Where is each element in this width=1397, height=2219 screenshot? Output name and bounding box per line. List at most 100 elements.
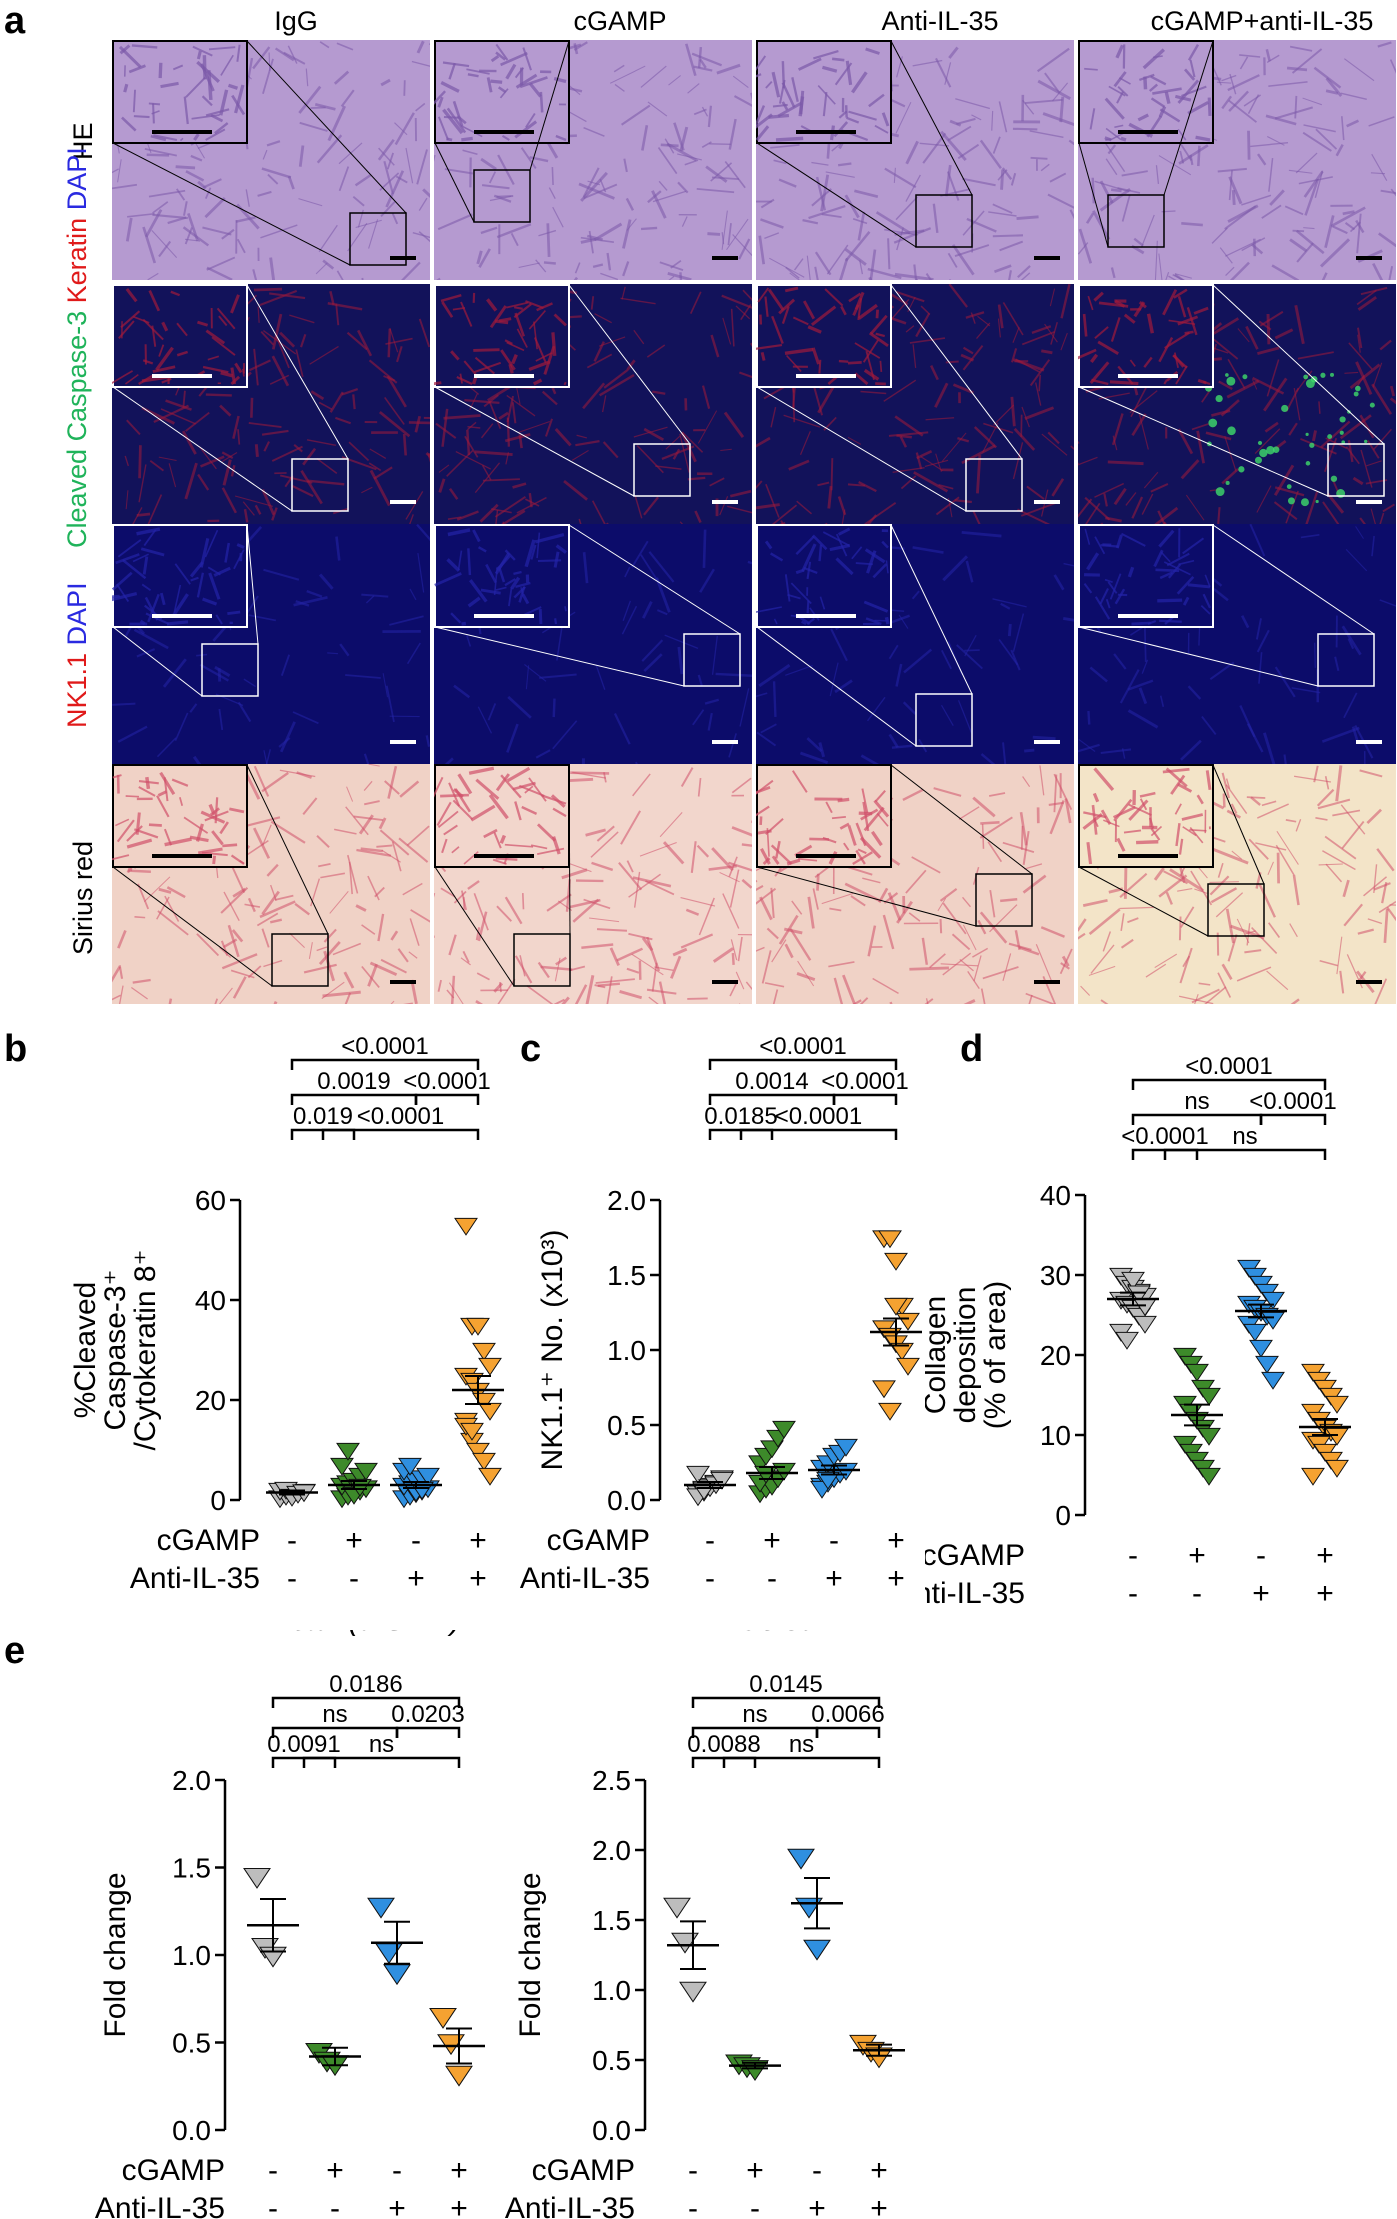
y-axis-label: Fold change [514, 1872, 547, 2037]
treatment-sign: + [887, 1524, 905, 1557]
treatment-row-label: Anti-IL-35 [520, 1562, 650, 1595]
data-point [383, 1964, 411, 1986]
row-label-nk11: NK1.1 DAPI [62, 582, 93, 728]
data-point [375, 1943, 403, 1965]
p-value-label: <0.0001 [1121, 1123, 1208, 1150]
label-nk11: NK1.1 [62, 652, 92, 728]
treatment-sign: + [345, 1524, 363, 1557]
y-tick-label: 2.0 [592, 1835, 631, 1866]
p-value-label: <0.0001 [1249, 1088, 1336, 1115]
treatment-sign: - [705, 1562, 715, 1595]
data-point [437, 2034, 465, 2056]
y-axis-label: Collagen [925, 1296, 952, 1414]
treatment-sign: - [349, 1562, 359, 1595]
micrograph-he-anti-il35 [756, 40, 1078, 280]
data-point [803, 1939, 831, 1961]
data-point [478, 1402, 502, 1421]
data-point [834, 1462, 858, 1481]
data-point [663, 1897, 691, 1919]
panel-letter-c: c [520, 1028, 542, 1070]
treatment-sign: + [1316, 1577, 1334, 1610]
treatment-row-label: cGAMP [925, 1539, 1025, 1572]
data-point [1185, 1363, 1209, 1382]
p-value-label: <0.0001 [1185, 1053, 1272, 1080]
data-point [466, 1317, 490, 1336]
label-cleaved-caspase: Cleaved Caspase-3 [62, 310, 92, 548]
y-tick-label: 1.5 [172, 1853, 211, 1884]
data-point [772, 1420, 796, 1439]
data-point [671, 1932, 699, 1954]
y-axis-label: %Cleaved [69, 1282, 102, 1419]
y-tick-label: 30 [1040, 1260, 1071, 1291]
y-tick-label: 1.5 [592, 1905, 631, 1936]
data-point [1197, 1467, 1221, 1486]
treatment-sign: - [268, 2154, 278, 2187]
y-tick-label: 40 [1040, 1180, 1071, 1211]
micrograph-sr-anti-il35 [756, 764, 1078, 1004]
p-value-label: <0.0001 [357, 1103, 444, 1130]
treatment-sign: + [808, 2192, 826, 2219]
treatment-row-label: cGAMP [547, 1524, 650, 1557]
data-point [884, 1297, 908, 1316]
data-point [429, 2007, 457, 2029]
significance-bracket [395, 1726, 461, 1738]
y-tick-label: 20 [195, 1385, 226, 1416]
micrograph-nk-combo [1078, 524, 1397, 764]
treatment-sign: - [829, 1524, 839, 1557]
data-point [872, 1380, 896, 1399]
chart-e-col3a1: Col3a1 0.0 0.5 1.0 1.5 2.0 2.5 Fold change 0.008… [505, 1630, 905, 2219]
y-tick-label: 1.0 [592, 1975, 631, 2006]
treatment-row-label: cGAMP [532, 2154, 635, 2187]
treatment-sign: + [407, 1562, 425, 1595]
data-point [472, 1342, 496, 1361]
significance-bracket [290, 1058, 480, 1070]
y-tick-label: 20 [1040, 1340, 1071, 1371]
significance-bracket [832, 1093, 898, 1105]
micrograph-cc3-igg [112, 284, 434, 524]
p-value-label: <0.0001 [821, 1068, 908, 1095]
column-header-cgamp: cGAMP [573, 6, 667, 36]
p-value-label: <0.0001 [403, 1068, 490, 1095]
y-tick-label: 2.0 [172, 1765, 211, 1796]
data-point [896, 1312, 920, 1331]
micrograph-he-combo [1078, 40, 1397, 280]
treatment-sign: - [750, 2192, 760, 2219]
significance-bracket [414, 1093, 480, 1105]
treatment-sign: - [392, 2154, 402, 2187]
data-point [816, 1471, 840, 1490]
chart-e1-content: Acta2(α-SMA) 0.0 0.5 1.0 1.5 2.0 Fold change 0.… [95, 1630, 485, 2219]
treatment-sign: + [1252, 1577, 1270, 1610]
data-point [1121, 1271, 1145, 1290]
treatment-row-label: Anti-IL-35 [505, 2192, 635, 2219]
data-point [1261, 1371, 1285, 1390]
y-tick-label: 0.5 [172, 2028, 211, 2059]
data-point [1325, 1395, 1349, 1414]
treatment-row-label: Anti-IL-35 [130, 1562, 260, 1595]
significance-bracket [708, 1058, 898, 1070]
p-value-label: <0.0001 [759, 1033, 846, 1060]
treatment-sign: + [870, 2154, 888, 2187]
data-point [1197, 1387, 1221, 1406]
data-point [1197, 1427, 1221, 1446]
chart-title: Acta2(α-SMA) [270, 1630, 461, 1637]
treatment-sign: + [450, 2192, 468, 2219]
panel-letter-e: e [4, 1630, 26, 1672]
y-axis-label: deposition [949, 1287, 982, 1424]
data-point [478, 1467, 502, 1486]
column-header-anti-il35: Anti-IL-35 [881, 6, 999, 36]
significance-bracket [1131, 1078, 1327, 1090]
treatment-sign: - [287, 1562, 297, 1595]
y-tick-label: 0.5 [592, 2045, 631, 2076]
significance-bracket [722, 1756, 881, 1768]
data-point [710, 1471, 734, 1490]
data-point [787, 1848, 815, 1870]
treatment-sign: + [763, 1524, 781, 1557]
data-point [834, 1438, 858, 1457]
treatment-sign: - [268, 2192, 278, 2219]
chart-e2-content: Col3a1 0.0 0.5 1.0 1.5 2.0 2.5 Fold change 0.008… [505, 1630, 905, 2219]
y-tick-label: 0.5 [607, 1410, 646, 1441]
treatment-sign: - [1192, 1577, 1202, 1610]
data-point [330, 1457, 354, 1476]
significance-bracket [321, 1128, 480, 1140]
